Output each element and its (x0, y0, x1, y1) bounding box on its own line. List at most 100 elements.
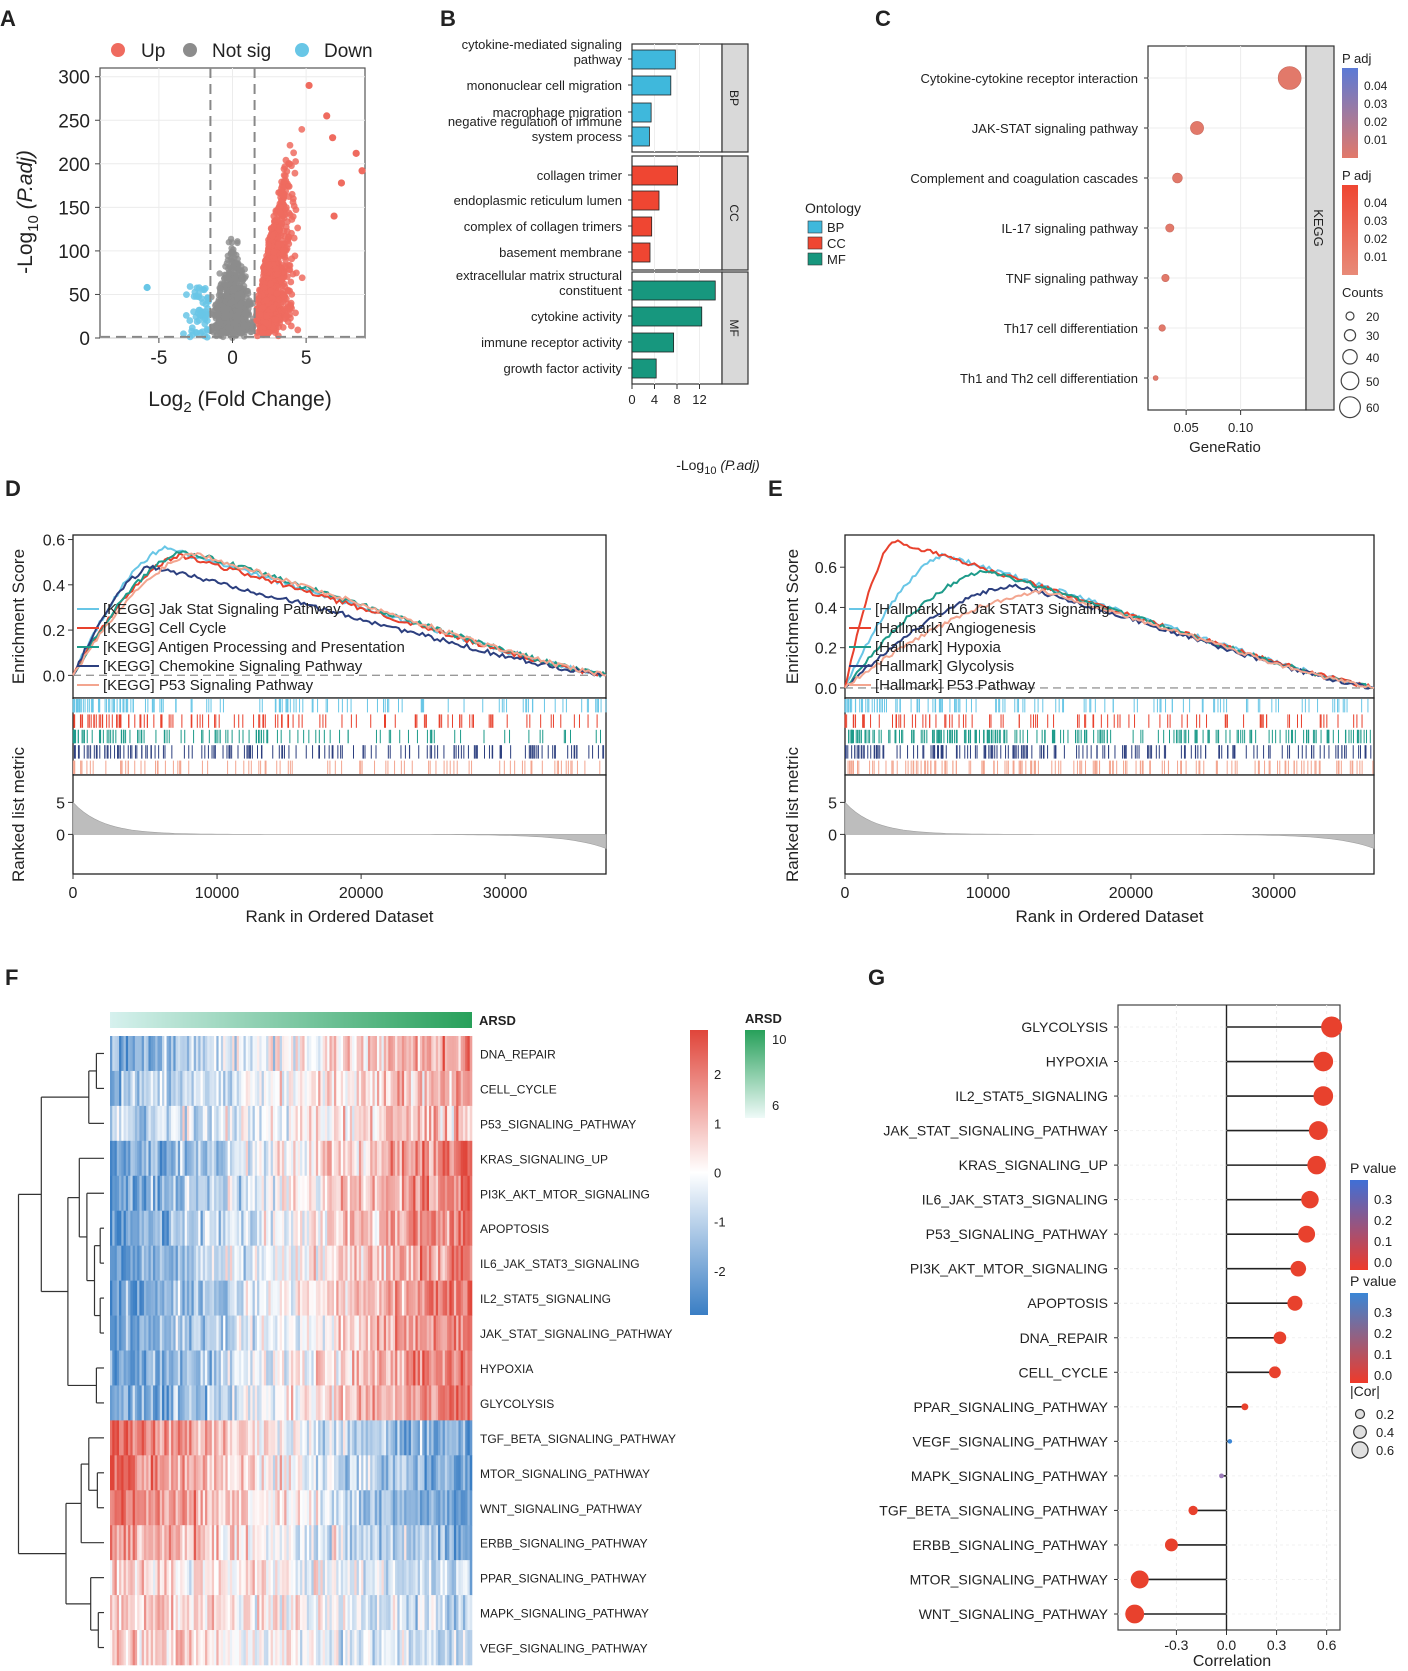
heatmap-cell (191, 1175, 195, 1212)
heatmap-cell (302, 1245, 305, 1281)
heatmap-cell (399, 1385, 403, 1421)
heatmap-cell (186, 1036, 190, 1072)
x-tick-label: 0 (227, 348, 238, 369)
heatmap-cell (431, 1280, 434, 1316)
heatmap-cell (413, 1280, 416, 1316)
heatmap-cell (245, 1140, 249, 1177)
heatmap-cell (354, 1245, 357, 1281)
heatmap-cell (234, 1140, 237, 1177)
heatmap-cell (241, 1036, 244, 1072)
heatmap-cell (309, 1210, 312, 1246)
heatmap-cell (182, 1070, 185, 1107)
heatmap-cell (263, 1210, 267, 1246)
point-notsig (228, 264, 235, 272)
heatmap-cell (302, 1070, 305, 1107)
heatmap-cell (225, 1385, 228, 1421)
heatmap-cell (110, 1070, 113, 1107)
heatmap-cell (177, 1350, 181, 1386)
rank-xlabel: Rank in Ordered Dataset (245, 907, 433, 926)
heatmap-cell (293, 1070, 296, 1107)
point-down (199, 286, 206, 293)
heatmap-cell (238, 1385, 242, 1421)
heatmap-cell (433, 1350, 437, 1386)
heatmap-cell (338, 1175, 342, 1212)
heatmap-cell (422, 1070, 425, 1107)
point-up (278, 220, 286, 228)
heatmap-cell (137, 1385, 140, 1421)
heatmap-cell (291, 1070, 294, 1107)
rank-ytick-label: 0 (828, 827, 837, 844)
heatmap-cell (227, 1385, 231, 1421)
heatmap-cell (114, 1315, 118, 1351)
heatmap-cell (116, 1140, 120, 1177)
heatmap-cell (148, 1070, 152, 1107)
heatmap-cell (381, 1280, 385, 1316)
heatmap-cell (462, 1245, 466, 1281)
heatmap-cell (426, 1070, 430, 1107)
heatmap-cell (218, 1210, 222, 1246)
heatmap-cell (438, 1315, 441, 1351)
heatmap-cell (460, 1175, 464, 1212)
heatmap-cell (195, 1385, 199, 1421)
heatmap-cell (177, 1245, 181, 1281)
heatmap-cell (279, 1175, 283, 1212)
heatmap-cell (358, 1245, 362, 1281)
heatmap-cell (248, 1175, 251, 1212)
heatmap-cell (465, 1105, 468, 1142)
heatmap-cell (460, 1385, 464, 1421)
heatmap-cell (110, 1245, 113, 1281)
heatmap-cell (134, 1070, 138, 1107)
heatmap-cell (447, 1350, 450, 1386)
heatmap-cell (155, 1280, 158, 1316)
heatmap-cell (241, 1245, 244, 1281)
heatmap-cell (270, 1245, 274, 1281)
heatmap-cell (388, 1280, 391, 1316)
heatmap-cell (451, 1175, 455, 1212)
heatmap-cell (406, 1070, 409, 1107)
heatmap-cell (173, 1070, 176, 1107)
heatmap-cell (284, 1070, 287, 1107)
heatmap-cell (168, 1280, 172, 1316)
heatmap-cell (119, 1350, 122, 1386)
heatmap-cell (202, 1210, 206, 1246)
heatmap-cell (141, 1070, 145, 1107)
heatmap-cell (225, 1350, 228, 1386)
heatmap-cell (220, 1315, 224, 1351)
heatmap-cell (263, 1036, 267, 1072)
heatmap-cell (442, 1140, 446, 1177)
heatmap-cell (259, 1140, 262, 1177)
heatmap-cell (121, 1210, 124, 1246)
heatmap-cell (460, 1350, 464, 1386)
heatmap-cell (207, 1036, 210, 1072)
heatmap-cell (143, 1140, 147, 1177)
go-category-label: complex of collagen trimers (464, 219, 623, 234)
heatmap-cell (175, 1105, 179, 1142)
heatmap-cell (442, 1350, 446, 1386)
heatmap-cell (462, 1140, 466, 1177)
heatmap-cell (415, 1385, 418, 1421)
point-notsig (215, 311, 222, 318)
heatmap-cell (309, 1140, 312, 1177)
heatmap-cell (401, 1350, 405, 1386)
heatmap-cell (223, 1175, 226, 1212)
es-curve-line (844, 588, 1375, 689)
heatmap-cell (180, 1036, 183, 1072)
heatmap-cell (415, 1140, 418, 1177)
heatmap-cell (345, 1175, 348, 1212)
heatmap-cell (390, 1175, 394, 1212)
heatmap-cell (395, 1105, 398, 1142)
go-legend-bp-label: BP (827, 220, 844, 235)
point-up (277, 300, 285, 308)
heatmap-cell (227, 1070, 231, 1107)
heatmap-cell (148, 1350, 152, 1386)
heatmap-cell (370, 1245, 373, 1281)
heatmap-cell (175, 1280, 179, 1316)
heatmap-cell (426, 1350, 430, 1386)
heatmap-cell (211, 1210, 215, 1246)
heatmap-cell (123, 1245, 127, 1281)
heatmap-cell (259, 1175, 262, 1212)
panel-label-a: A (0, 6, 16, 31)
heatmap-cell (306, 1175, 310, 1212)
heatmap-cell (318, 1385, 321, 1421)
